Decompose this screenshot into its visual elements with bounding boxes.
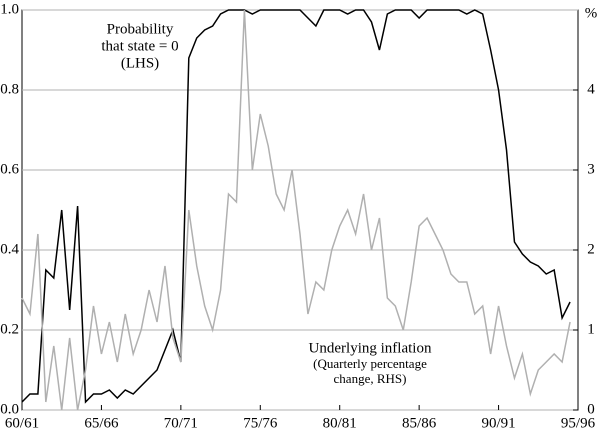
- annotation: change, RHS): [334, 371, 407, 386]
- annotation: Probability: [107, 21, 174, 37]
- y-tick-label: 0.4: [0, 241, 19, 257]
- y-tick-label: 0.2: [0, 321, 19, 337]
- series-line: [21, 9, 571, 404]
- x-tick-label: 60/61: [5, 415, 39, 431]
- annotation: Underlying inflation: [309, 340, 432, 356]
- x-tick-label: 80/81: [323, 415, 357, 431]
- x-tick-label: 70/71: [164, 415, 198, 431]
- annotation: (Quarterly percentage: [313, 356, 427, 371]
- y2-tick-label: 2: [587, 241, 595, 257]
- x-tick-label: 90/91: [481, 415, 515, 431]
- series-line: [21, 9, 571, 411]
- y2-tick-label: 0: [587, 401, 595, 417]
- y2-tick-label: 1: [587, 321, 595, 337]
- y2-axis-label: %: [585, 5, 598, 21]
- y-tick-label: 1.0: [0, 1, 19, 17]
- x-tick-label: 85/86: [402, 415, 437, 431]
- x-tick-label: 65/66: [84, 415, 119, 431]
- x-tick-label: 95/96: [561, 415, 596, 431]
- y2-tick-label: 4: [587, 81, 595, 97]
- y-tick-label: 0.6: [0, 161, 19, 177]
- y-tick-label: 0.0: [0, 401, 19, 417]
- annotation: that state = 0: [101, 38, 178, 54]
- x-tick-label: 75/76: [243, 415, 278, 431]
- y-tick-label: 0.8: [0, 81, 19, 97]
- annotation: (LHS): [121, 55, 159, 71]
- y2-tick-label: 3: [587, 161, 595, 177]
